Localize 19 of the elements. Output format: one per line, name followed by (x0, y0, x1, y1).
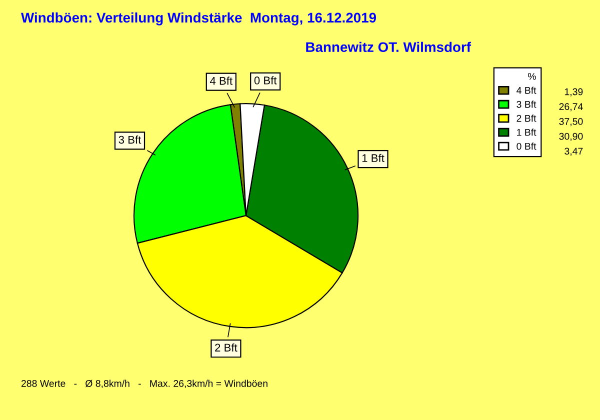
data-label: 26,74 (559, 103, 583, 112)
legend-label: 0 Bft (516, 142, 536, 150)
slice-label: 4 Bft (210, 76, 232, 85)
legend-label: 3 Bft (516, 100, 536, 108)
legend-label: 2 Bft (516, 114, 536, 122)
slice-label: 0 Bft (254, 76, 277, 84)
legend-title: % (528, 73, 536, 80)
slice-label: 2 Bft (215, 343, 238, 352)
chart-subtitle: Bannewitz OT. Wilmsdorf (306, 42, 472, 52)
legend-label: 4 Bft (516, 86, 536, 94)
data-label: 30,90 (559, 132, 583, 141)
data-label: 3,47 (564, 148, 583, 156)
slice-label: 3 Bft (118, 136, 142, 144)
text: 288 Werte - Ø 8,8km/h - Max. 26,3km/h = Windböen (21, 380, 268, 388)
data-label: 37,50 (559, 118, 583, 126)
data-label: 1,39 (564, 88, 583, 96)
slice-label: 1 Bft (362, 154, 384, 162)
legend-label: 1 Bft (517, 128, 536, 136)
chart-title: Windböen: Verteilung Windstärke Montag, 16.12.2019 (21, 12, 376, 26)
